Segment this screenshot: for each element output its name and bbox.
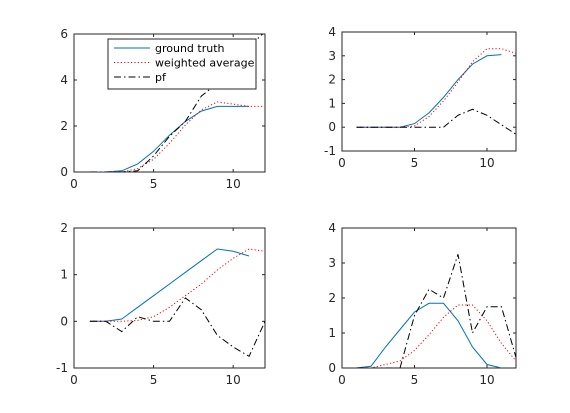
y-tick-label: 0	[328, 361, 336, 375]
x-tick-label: 10	[479, 156, 494, 170]
series-line-solid	[356, 302, 502, 368]
x-tick-label: 5	[411, 373, 419, 387]
y-tick-label: 6	[60, 27, 68, 41]
y-tick-label: 0	[60, 314, 68, 328]
y-tick-label: 0	[328, 120, 336, 134]
axes-box	[73, 227, 266, 369]
y-tick-label: -1	[56, 361, 68, 375]
y-tick-label: 2	[328, 73, 336, 87]
legend-entry: ground truth	[155, 42, 225, 55]
y-tick-label: -1	[324, 144, 336, 158]
y-tick-label: 1	[328, 96, 336, 110]
series-line-solid	[89, 105, 250, 172]
legend-box	[107, 38, 257, 90]
y-tick-label: 3	[328, 49, 336, 63]
legend-entry: pf	[155, 71, 167, 84]
y-tick-label: 2	[328, 291, 336, 305]
x-tick-label: 10	[226, 177, 241, 191]
series-line-dotted	[89, 248, 265, 322]
x-tick-label: 10	[226, 373, 241, 387]
y-tick-label: 3	[328, 256, 336, 270]
y-tick-label: 4	[328, 25, 336, 39]
series-line-solid	[89, 248, 250, 322]
series-line-dotted	[356, 48, 516, 128]
x-tick-label: 5	[150, 177, 158, 191]
subplot-4: 0 5 10 0 1 2 3 4	[328, 221, 517, 387]
x-tick-label: 10	[479, 373, 494, 387]
y-tick-label: 2	[60, 119, 68, 133]
y-tick-label: 2	[60, 221, 68, 235]
series-group	[89, 248, 265, 358]
x-tick-label: 0	[338, 373, 346, 387]
y-tick-label: 4	[60, 73, 68, 87]
series-line-dashdot	[89, 297, 265, 358]
y-tick-label: 4	[328, 221, 336, 235]
series-line-dashdot	[356, 254, 516, 368]
series-group	[356, 48, 516, 135]
axes-box	[341, 31, 517, 152]
y-tick-label: 1	[60, 268, 68, 282]
y-tick-label: 1	[328, 326, 336, 340]
x-tick-label: 5	[411, 156, 419, 170]
axes-box	[341, 227, 517, 369]
x-tick-label: 0	[338, 156, 346, 170]
x-tick-label: 0	[70, 373, 78, 387]
legend-entry: weighted average	[155, 57, 255, 70]
series-group	[356, 254, 516, 368]
x-tick-label: 0	[70, 177, 78, 191]
x-tick-label: 5	[150, 373, 158, 387]
y-tick-label: 0	[60, 165, 68, 179]
